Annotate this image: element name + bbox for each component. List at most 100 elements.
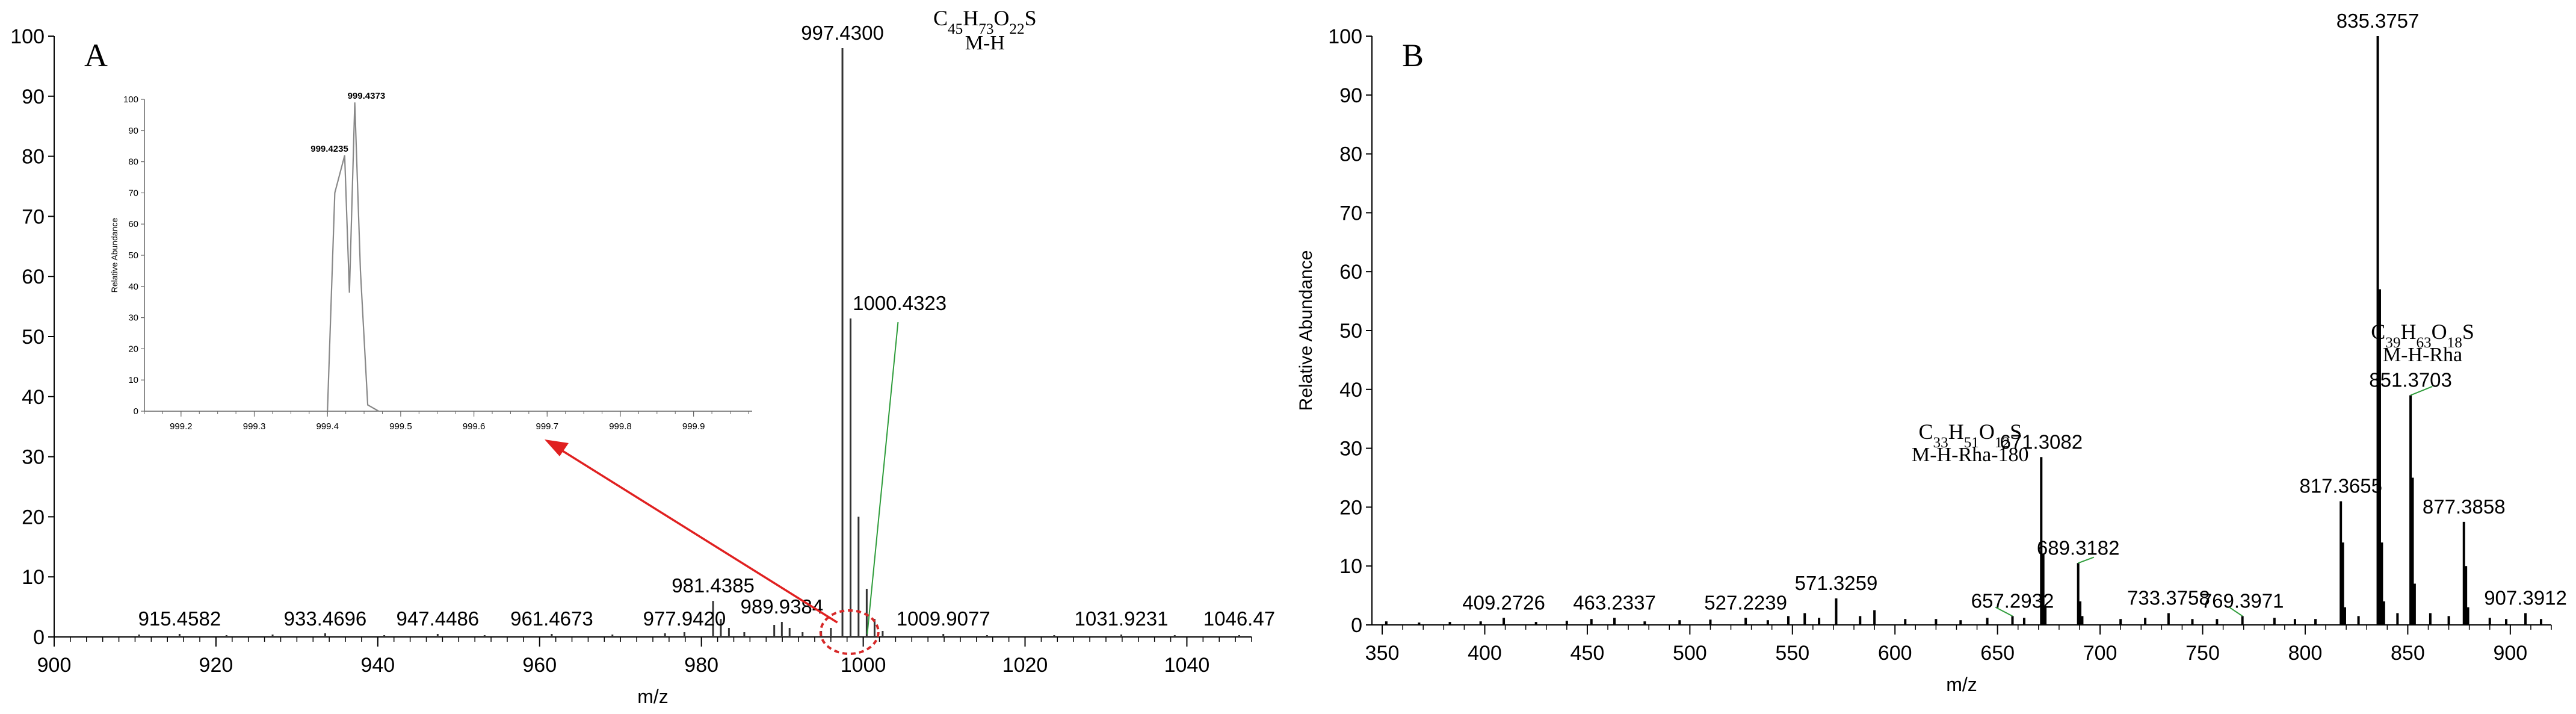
peak-label: 989.9384 — [741, 595, 824, 618]
x-tick-label: 1040 — [1164, 654, 1210, 677]
panel-label: A — [84, 37, 108, 73]
inset-x-tick-label: 999.9 — [682, 421, 705, 432]
x-tick-label: 920 — [199, 654, 233, 677]
ion-label: M-H — [965, 32, 1005, 54]
y-tick-label: 70 — [22, 205, 45, 228]
x-tick-label: 900 — [2493, 642, 2527, 665]
y-tick-label: 80 — [1339, 143, 1362, 166]
y-tick-label: 40 — [1339, 379, 1362, 402]
peak-label: 527.2239 — [1704, 591, 1787, 613]
y-tick-label: 100 — [1328, 25, 1362, 48]
inset-y-tick-label: 20 — [128, 344, 138, 354]
peak-label: 571.3259 — [1795, 572, 1878, 594]
x-tick-label: 1020 — [1002, 654, 1048, 677]
peak-label: 1009.9077 — [897, 607, 990, 630]
peak-label: 657.2932 — [1971, 589, 2054, 612]
inset-x-tick-label: 999.2 — [170, 421, 193, 432]
y-tick-label: 30 — [22, 446, 45, 469]
y-tick-label: 20 — [1339, 496, 1362, 519]
peak-label: 817.3655 — [2299, 475, 2382, 497]
inset-peak-label: 999.4235 — [310, 144, 348, 154]
x-axis-title: m/z — [1946, 674, 1977, 695]
y-axis-title: Relative Abundance — [1296, 250, 1316, 411]
peak-label: 947.4486 — [397, 607, 480, 630]
peak-label: 977.9420 — [643, 607, 726, 630]
inset-profile-line — [327, 102, 379, 412]
inset-y-tick-label: 100 — [123, 95, 138, 105]
panel-b-spectrum: 0 10 20 30 40 50 60 70 80 90 100 350 400 450 500 550 600… — [1296, 10, 2567, 695]
peak-label: 1031.9231 — [1075, 607, 1169, 630]
x-tick-label: 400 — [1468, 642, 1502, 665]
peak-label: 933.4696 — [284, 607, 367, 630]
inset-y-tick-label: 10 — [128, 375, 138, 385]
x-tick-label: 450 — [1571, 642, 1605, 665]
x-tick-label: 550 — [1775, 642, 1809, 665]
x-tick-label: 350 — [1365, 642, 1400, 665]
y-tick-label: 50 — [1339, 320, 1362, 343]
y-tick-label: 90 — [1339, 84, 1362, 107]
inset-y-tick-label: 60 — [128, 219, 138, 229]
inset-y-axis-title: Relative Abundance — [110, 218, 119, 293]
inset-x-tick-label: 999.4 — [316, 421, 339, 432]
peak-label: 1000.4323 — [853, 292, 947, 314]
inset-x-tick-label: 999.7 — [536, 421, 559, 432]
peak-label: 671.3082 — [2000, 430, 2083, 453]
inset-y-tick-label: 0 — [134, 406, 138, 417]
y-tick-label: 30 — [1339, 438, 1362, 461]
x-tick-label: 800 — [2288, 642, 2323, 665]
ion-label: M-H-Rha-180 — [1912, 444, 2029, 466]
label-leader-line — [866, 321, 899, 635]
inset-x-tick-label: 999.6 — [463, 421, 486, 432]
inset-x-tick-label: 999.5 — [389, 421, 412, 432]
x-tick-label: 960 — [522, 654, 557, 677]
inset-y-tick-label: 70 — [128, 188, 138, 198]
peak-label: 877.3858 — [2423, 495, 2506, 518]
inset-y-tick-label: 50 — [128, 250, 138, 261]
inset-y-tick-label: 30 — [128, 313, 138, 323]
y-tick-label: 60 — [22, 265, 45, 288]
y-tick-label: 20 — [22, 506, 45, 529]
inset-isotope-zoom: 0 10 20 30 40 50 60 70 80 90 100 999.2 999.3 999.4 999… — [110, 91, 752, 432]
highlight-ellipse — [819, 609, 880, 655]
y-tick-label: 10 — [1339, 555, 1362, 578]
peak-label: 997.4300 — [801, 22, 884, 44]
peak-label: 463.2337 — [1573, 591, 1656, 613]
x-axis-title: m/z — [637, 686, 669, 707]
y-tick-label: 10 — [22, 566, 45, 589]
x-tick-label: 700 — [2083, 642, 2117, 665]
x-tick-label: 600 — [1878, 642, 1912, 665]
x-tick-label: 750 — [2185, 642, 2220, 665]
inset-y-tick-label: 80 — [128, 157, 138, 167]
ion-label: M-H-Rha — [2383, 344, 2462, 366]
y-tick-label: 60 — [1339, 261, 1362, 284]
label-leader-line — [1995, 606, 2013, 617]
peak-label: 409.2726 — [1462, 591, 1545, 613]
inset-peak-label: 999.4373 — [348, 91, 386, 101]
x-tick-label: 650 — [1980, 642, 2015, 665]
peak-label: 915.4582 — [138, 607, 221, 630]
y-tick-label: 0 — [1351, 614, 1362, 637]
zoom-arrow-line — [557, 447, 838, 624]
y-tick-label: 90 — [22, 85, 45, 108]
peak-label: 981.4385 — [672, 574, 755, 597]
peak-label: 851.3703 — [2369, 369, 2452, 391]
x-tick-label: 900 — [37, 654, 72, 677]
peak-label: 835.3757 — [2337, 10, 2420, 32]
peak-label: 689.3182 — [2037, 536, 2120, 559]
peak-label: 769.3971 — [2201, 589, 2284, 612]
label-leader-line — [2410, 385, 2433, 396]
peak-label: 733.3758 — [2127, 586, 2210, 609]
y-tick-label: 100 — [10, 25, 45, 48]
peak-label: 907.3912 — [2484, 586, 2567, 609]
y-tick-label: 80 — [22, 146, 45, 169]
peak-label: 1046.47 — [1203, 607, 1275, 630]
y-tick-label: 70 — [1339, 202, 1362, 225]
inset-x-tick-label: 999.8 — [609, 421, 632, 432]
inset-y-tick-label: 40 — [128, 282, 138, 292]
panel-label: B — [1402, 37, 1424, 73]
x-tick-label: 500 — [1673, 642, 1707, 665]
peak-label: 961.4673 — [510, 607, 593, 630]
